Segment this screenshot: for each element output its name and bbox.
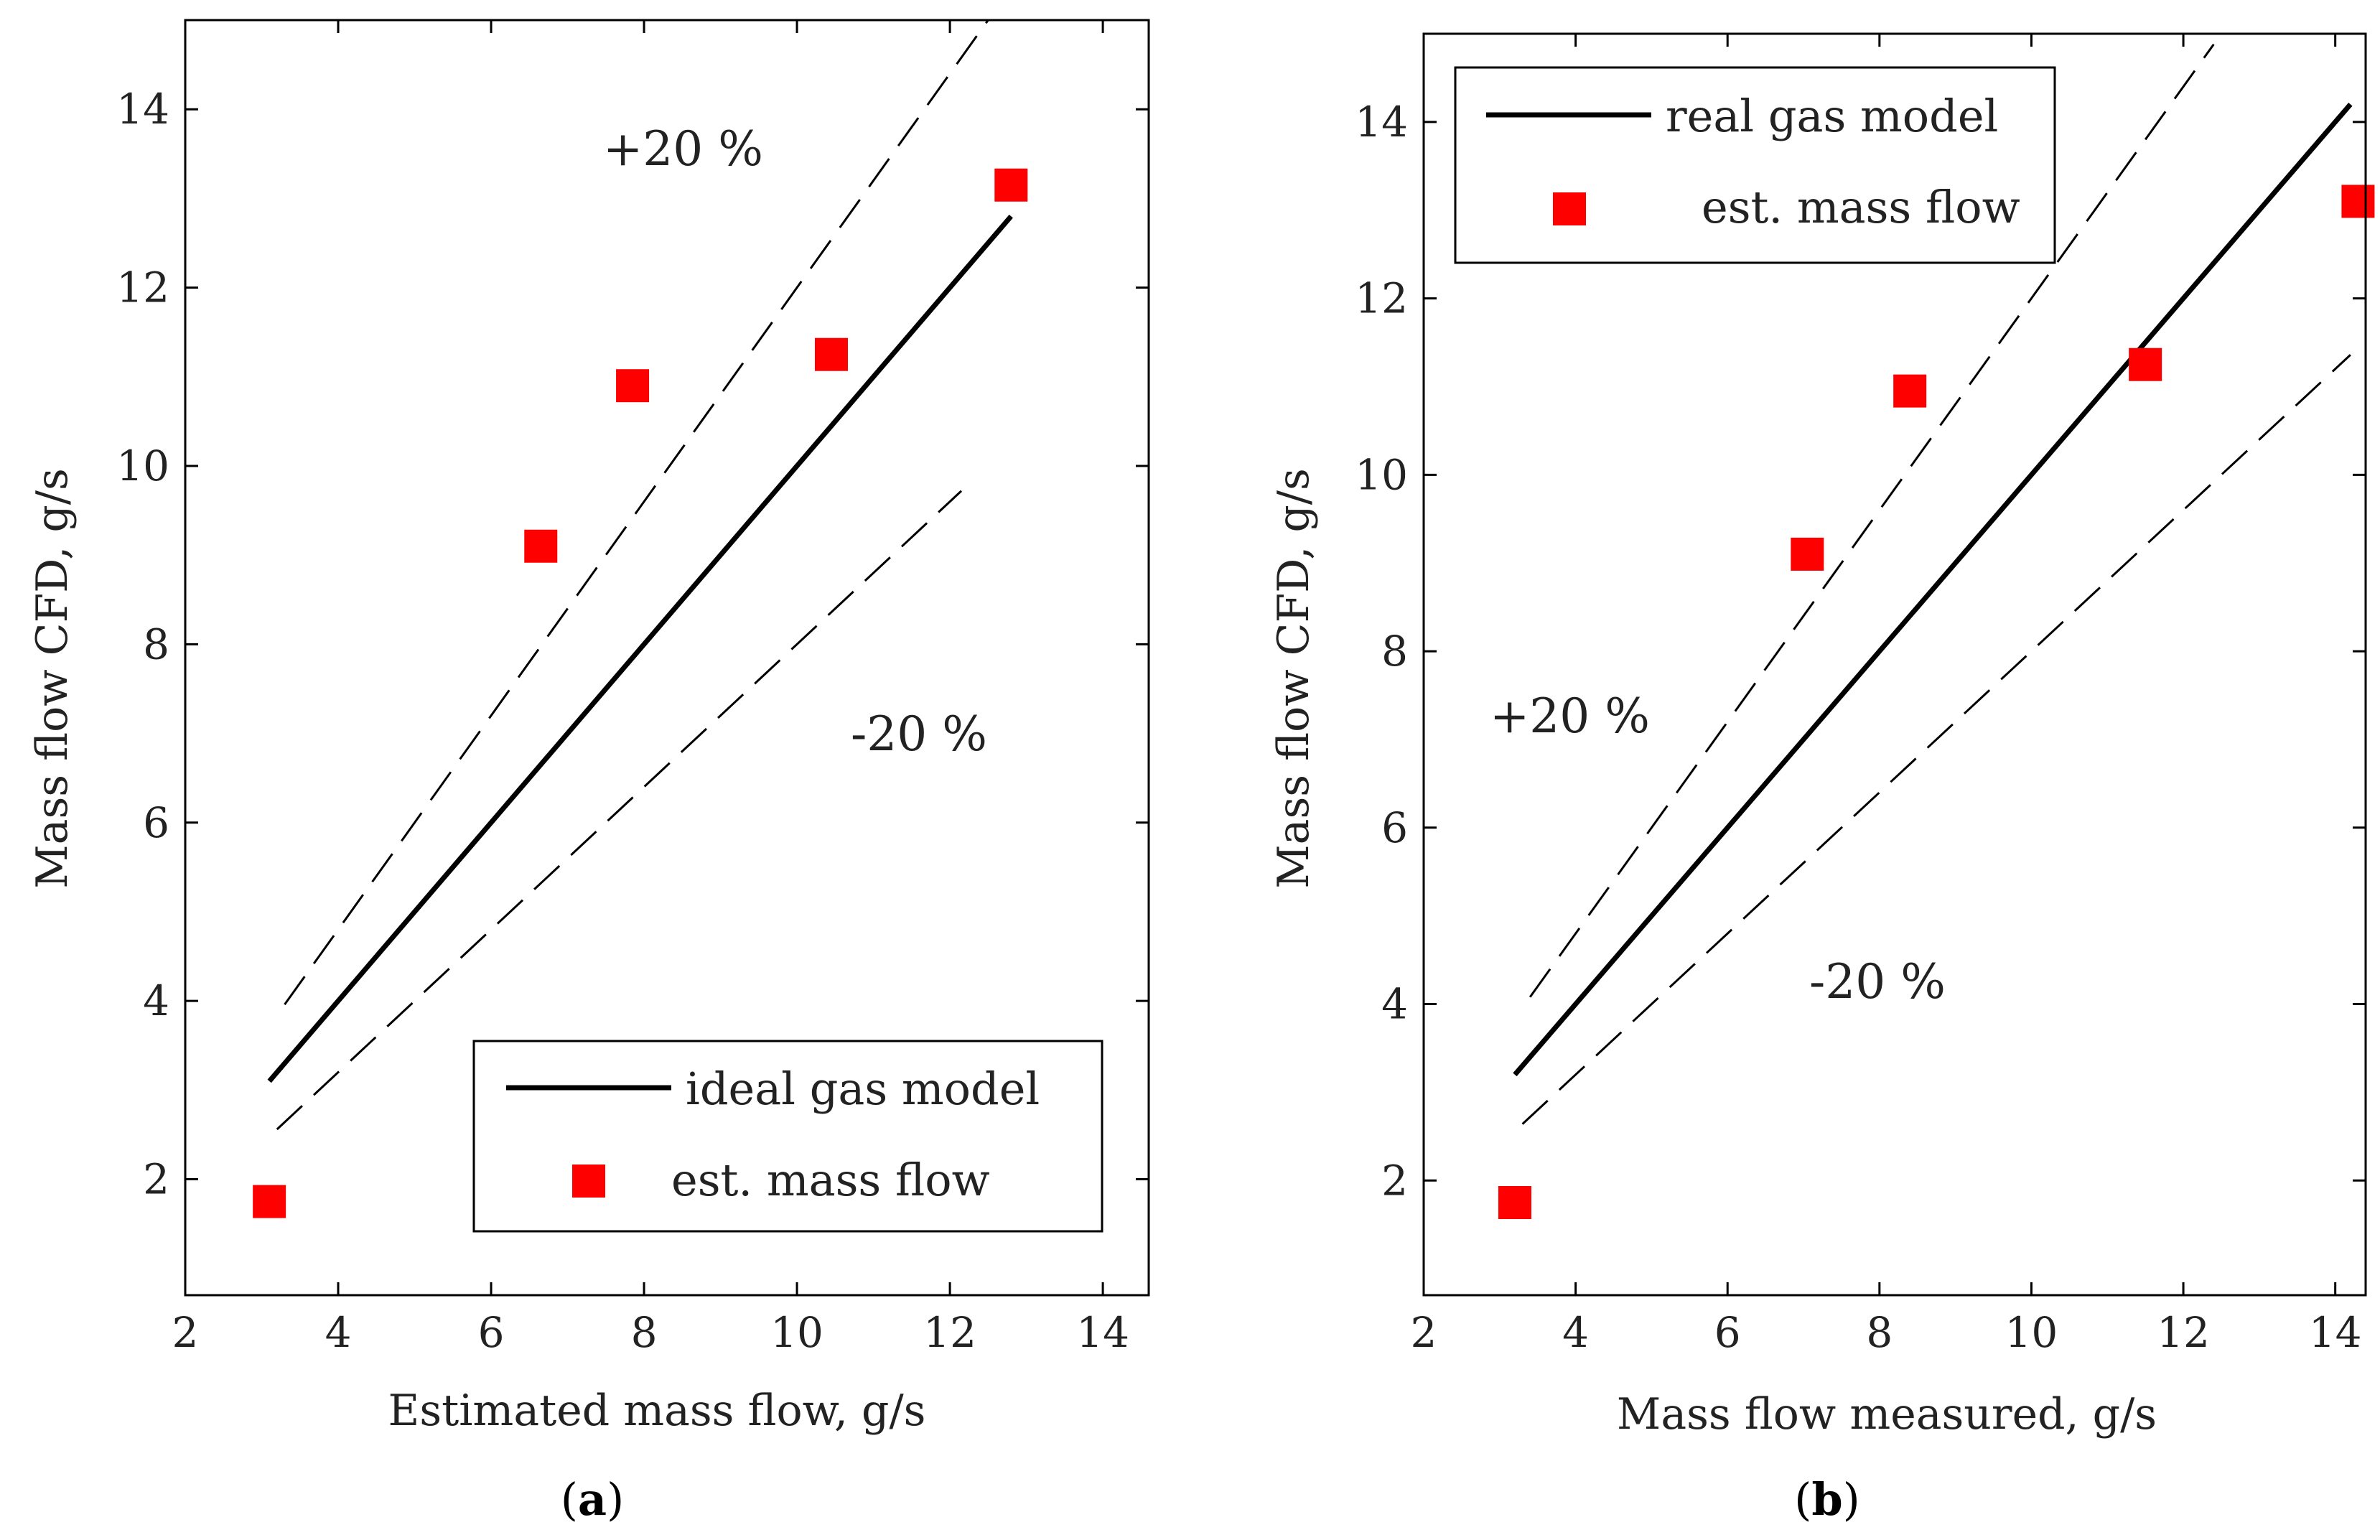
panel-b-ticks: 2 4 6 8 10 12 14 2 4 6 8 10 12 14 (1355, 34, 2366, 1357)
panel-b-x-tick-label-1: 4 (1562, 1308, 1589, 1357)
panel-a-caption-close: ) (607, 1473, 624, 1526)
panel-b-y-tick-label-3: 8 (1381, 627, 1408, 676)
panel-a-plus20-label: +20 % (603, 121, 763, 177)
panel-b-x-axis-label: Mass flow measured, g/s (1617, 1389, 2157, 1439)
panel-a-legend-box (472, 1040, 1103, 1233)
panel-a-x-tick-label-5: 12 (923, 1308, 976, 1357)
panel-a-y-tick-label-4: 10 (116, 442, 169, 490)
panel-a-y-tick-label-2: 6 (143, 798, 169, 847)
panel-b: 2 4 6 8 10 12 14 2 4 6 8 10 12 14 +20 % -20 % real ga… (1269, 32, 2375, 1526)
panel-a-legend-line-label: ideal gas model (686, 1063, 1040, 1115)
panel-b-point-2 (1893, 374, 1927, 408)
panel-b-points (1498, 185, 2375, 1219)
panel-b-band-plus20-line (1529, 43, 2215, 998)
panel-a-x-tick-label-1: 4 (325, 1308, 352, 1357)
panel-b-model-line (1513, 103, 2353, 1077)
panel-b-y-tick-label-2: 6 (1381, 803, 1408, 852)
panel-b-legend-box (1454, 66, 2056, 264)
panel-b-plot-frame (1422, 32, 2367, 1297)
panel-b-y-tick-label-6: 14 (1355, 98, 1408, 146)
panel-a-point-2 (616, 369, 650, 403)
panel-b-point-4 (2341, 185, 2375, 218)
panel-b-minus20-label: -20 % (1809, 954, 1946, 1009)
panel-b-lines (1513, 103, 2353, 1077)
panel-a-y-axis-label: Mass flow CFD, g/s (27, 468, 78, 889)
panel-b-y-tick-label-5: 12 (1355, 274, 1408, 323)
panel-a-x-tick-label-0: 2 (172, 1308, 199, 1357)
panel-a-x-axis-label: Estimated mass flow, g/s (388, 1386, 926, 1436)
panel-a-bands (276, 19, 989, 1131)
panel-b-point-3 (2129, 347, 2162, 381)
panel-b-band-minus20-line (1521, 354, 2351, 1125)
panel-a-y-tick-label-5: 12 (116, 263, 169, 312)
panel-a-caption-open: ( (561, 1473, 578, 1526)
panel-a-band-plus20-line (284, 19, 989, 1005)
panel-a-x-tick-label-4: 10 (770, 1308, 823, 1357)
panel-b-x-tick-label-4: 10 (2005, 1308, 2058, 1357)
panel-a-band-minus20-line (276, 490, 963, 1131)
panel-a: 2 4 6 8 10 12 14 2 4 6 8 10 12 14 +20 % -20 % ideal g… (27, 19, 1150, 1526)
panel-b-y-tick-label-0: 2 (1381, 1156, 1408, 1205)
panel-a-lines (267, 214, 1013, 1083)
panel-b-x-tick-label-0: 2 (1411, 1308, 1437, 1357)
panel-a-points (253, 168, 1028, 1218)
panel-a-x-tick-label-2: 6 (478, 1308, 505, 1357)
panel-a-minus20-label: -20 % (851, 706, 987, 762)
panel-a-caption: (a) (561, 1473, 625, 1526)
panel-b-legend-line-label: real gas model (1666, 90, 1998, 142)
panel-a-legend-marker-label: est. mass flow (671, 1154, 990, 1206)
panel-b-point-1 (1791, 537, 1824, 571)
panel-a-plot-frame (184, 19, 1150, 1297)
panel-b-caption-close: ) (1843, 1473, 1860, 1526)
panel-b-legend-marker-label: est. mass flow (1702, 181, 2020, 233)
panel-b-x-tick-label-2: 6 (1714, 1308, 1741, 1357)
panel-b-legend-marker-swatch (1553, 192, 1586, 225)
panel-b-y-tick-label-4: 10 (1355, 450, 1408, 499)
panel-a-legend: ideal gas model est. mass flow (472, 1040, 1103, 1233)
panel-b-legend: real gas model est. mass flow (1454, 66, 2056, 264)
panel-a-y-tick-label-3: 8 (143, 620, 169, 668)
panel-a-y-tick-label-6: 14 (116, 85, 169, 134)
panel-a-point-4 (994, 168, 1028, 202)
panel-a-point-0 (253, 1185, 286, 1218)
panel-a-x-tick-label-6: 14 (1076, 1308, 1129, 1357)
panel-a-y-tick-label-0: 2 (143, 1155, 169, 1204)
panel-b-y-axis-label: Mass flow CFD, g/s (1269, 468, 1319, 889)
panel-a-point-3 (814, 337, 848, 371)
panel-b-x-tick-label-3: 8 (1866, 1308, 1893, 1357)
panel-a-legend-marker-swatch (572, 1165, 605, 1198)
panel-a-x-tick-label-3: 8 (631, 1308, 658, 1357)
panel-b-y-tick-label-1: 4 (1381, 980, 1408, 1029)
panel-a-y-tick-label-1: 4 (143, 976, 169, 1025)
panel-a-caption-letter: a (578, 1473, 607, 1526)
panel-b-plus20-label: +20 % (1490, 689, 1650, 744)
panel-b-x-tick-label-6: 14 (2309, 1308, 2362, 1357)
panel-b-caption: (b) (1794, 1473, 1860, 1526)
panel-a-ticks: 2 4 6 8 10 12 14 2 4 6 8 10 12 14 (116, 20, 1149, 1357)
panel-b-x-tick-label-5: 12 (2157, 1308, 2210, 1357)
panel-a-point-1 (524, 529, 558, 563)
panel-b-caption-open: ( (1794, 1473, 1811, 1526)
panel-b-caption-letter: b (1811, 1473, 1842, 1526)
panel-a-model-line (267, 214, 1013, 1083)
panel-b-point-0 (1498, 1185, 1531, 1219)
panel-b-bands (1521, 43, 2351, 1125)
